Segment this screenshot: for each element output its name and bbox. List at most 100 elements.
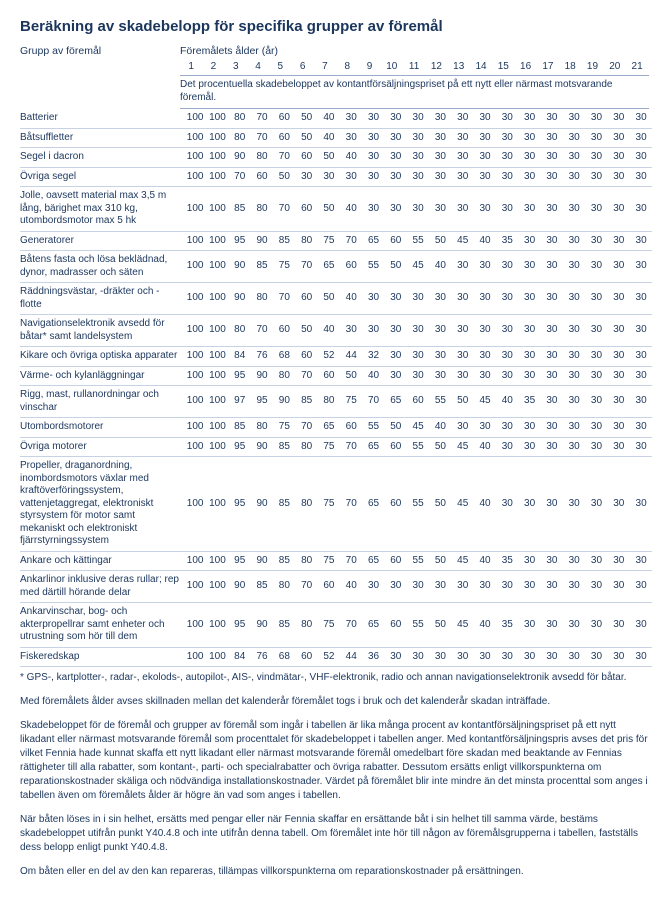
cell-value: 45	[407, 251, 429, 283]
table-row: Fiskeredskap1001008476686052443630303030…	[20, 647, 652, 667]
cell-value: 95	[229, 457, 251, 552]
cell-value: 30	[496, 366, 518, 386]
cell-value: 30	[474, 347, 496, 367]
cell-value: 30	[541, 647, 563, 667]
cell-value: 75	[273, 418, 295, 438]
cell-value: 36	[362, 647, 384, 667]
cell-value: 85	[273, 231, 295, 251]
cell-value: 100	[184, 187, 206, 232]
cell-value: 30	[340, 167, 362, 187]
cell-value: 40	[318, 315, 340, 347]
cell-value: 50	[318, 283, 340, 315]
cell-value: 80	[251, 148, 273, 168]
cell-value: 30	[563, 551, 585, 571]
cell-value: 50	[318, 148, 340, 168]
cell-value: 30	[518, 187, 540, 232]
age-column-header: 2	[202, 61, 224, 72]
cell-value: 30	[385, 109, 407, 128]
cell-value: 60	[295, 187, 317, 232]
cell-value: 30	[630, 571, 652, 603]
cell-value: 70	[340, 437, 362, 457]
cell-value: 70	[229, 167, 251, 187]
cell-value: 30	[608, 251, 630, 283]
cell-value: 90	[251, 603, 273, 648]
cell-value: 30	[452, 571, 474, 603]
cell-value: 30	[429, 647, 451, 667]
cell-value: 30	[362, 148, 384, 168]
age-column-header: 9	[358, 61, 380, 72]
cell-value: 30	[630, 128, 652, 148]
row-label: Propeller, draganordning, inombordsmotor…	[20, 457, 184, 552]
cell-value: 30	[496, 128, 518, 148]
cell-value: 100	[206, 109, 228, 128]
cell-value: 30	[496, 167, 518, 187]
cell-value: 30	[385, 187, 407, 232]
cell-value: 30	[295, 167, 317, 187]
cell-value: 35	[518, 386, 540, 418]
cell-value: 70	[273, 283, 295, 315]
cell-value: 30	[518, 437, 540, 457]
cell-value: 100	[184, 109, 206, 128]
cell-value: 30	[541, 418, 563, 438]
row-label: Kikare och övriga optiska apparater	[20, 347, 184, 367]
cell-value: 100	[206, 437, 228, 457]
cell-value: 30	[474, 315, 496, 347]
cell-value: 65	[362, 437, 384, 457]
paragraph-3: När båten löses in i sin helhet, ersätts…	[20, 813, 649, 855]
cell-value: 30	[452, 128, 474, 148]
cell-value: 30	[541, 437, 563, 457]
cell-value: 30	[563, 315, 585, 347]
cell-value: 90	[273, 386, 295, 418]
cell-value: 30	[429, 128, 451, 148]
cell-value: 30	[585, 109, 607, 128]
cell-value: 90	[251, 231, 273, 251]
cell-value: 100	[206, 571, 228, 603]
cell-value: 85	[273, 603, 295, 648]
cell-value: 60	[295, 647, 317, 667]
cell-value: 30	[563, 128, 585, 148]
cell-value: 60	[318, 366, 340, 386]
cell-value: 40	[340, 283, 362, 315]
cell-value: 100	[206, 366, 228, 386]
cell-value: 30	[585, 457, 607, 552]
cell-value: 32	[362, 347, 384, 367]
cell-value: 30	[563, 283, 585, 315]
cell-value: 30	[585, 283, 607, 315]
cell-value: 30	[630, 148, 652, 168]
cell-value: 80	[295, 231, 317, 251]
cell-value: 30	[385, 283, 407, 315]
cell-value: 100	[184, 603, 206, 648]
cell-value: 30	[585, 437, 607, 457]
cell-value: 30	[385, 347, 407, 367]
age-column-header: 20	[604, 61, 626, 72]
cell-value: 50	[385, 418, 407, 438]
cell-value: 30	[362, 571, 384, 603]
cell-value: 30	[340, 109, 362, 128]
cell-value: 30	[518, 418, 540, 438]
cell-value: 100	[184, 251, 206, 283]
cell-value: 80	[295, 457, 317, 552]
column-header-group: Grupp av föremål	[20, 45, 180, 57]
cell-value: 30	[585, 231, 607, 251]
cell-value: 30	[608, 315, 630, 347]
cell-value: 30	[518, 366, 540, 386]
table-row: Rigg, mast, rullanordningar och vinschar…	[20, 386, 652, 418]
age-column-header: 17	[537, 61, 559, 72]
cell-value: 90	[229, 283, 251, 315]
age-column-header: 18	[559, 61, 581, 72]
cell-value: 30	[496, 571, 518, 603]
row-label: Övriga segel	[20, 167, 184, 187]
row-label: Rigg, mast, rullanordningar och vinschar	[20, 386, 184, 418]
cell-value: 50	[273, 167, 295, 187]
cell-value: 50	[340, 366, 362, 386]
cell-value: 90	[229, 148, 251, 168]
cell-value: 30	[608, 366, 630, 386]
cell-value: 30	[474, 109, 496, 128]
cell-value: 50	[385, 251, 407, 283]
cell-value: 30	[496, 457, 518, 552]
cell-value: 30	[585, 551, 607, 571]
cell-value: 30	[452, 109, 474, 128]
cell-value: 30	[474, 366, 496, 386]
cell-value: 68	[273, 347, 295, 367]
cell-value: 30	[385, 571, 407, 603]
